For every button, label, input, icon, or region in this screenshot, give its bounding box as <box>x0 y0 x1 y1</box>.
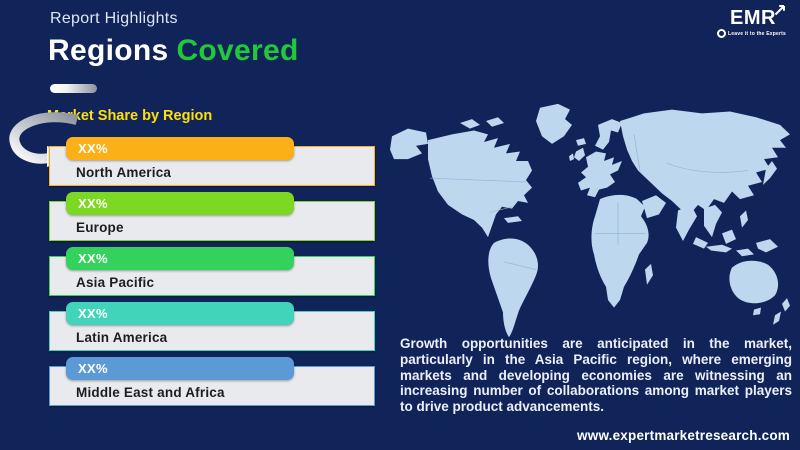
insight-paragraph: Growth opportunities are anticipated in … <box>400 336 792 415</box>
share-bar: XX% <box>66 247 294 270</box>
map-uk <box>574 147 585 162</box>
market-share-list: XX% North America XX% Europe XX% Asia Pa… <box>49 137 375 412</box>
map-alaska <box>390 128 428 160</box>
map-asia <box>620 109 790 215</box>
emr-logo-wordmark: EMR <box>717 5 786 29</box>
page-title-white: Regions <box>48 34 169 67</box>
region-row-north-america: XX% North America <box>49 137 375 186</box>
title-underline <box>50 84 97 93</box>
map-japan <box>763 161 777 185</box>
map-south-america <box>488 238 538 338</box>
region-row-middle-east-africa: XX% Middle East and Africa <box>49 357 375 406</box>
map-tasmania <box>753 307 761 316</box>
map-korea <box>750 172 758 184</box>
share-bar: XX% <box>66 137 294 160</box>
map-scandinavia <box>595 119 622 150</box>
share-bar: XX% <box>66 192 294 215</box>
share-bar: XX% <box>66 302 294 325</box>
region-row-latin-america: XX% Latin America <box>49 302 375 351</box>
map-africa <box>591 194 649 308</box>
map-cuba <box>504 216 522 223</box>
map-europe <box>578 151 622 198</box>
region-label: Latin America <box>76 330 168 345</box>
region-label: North America <box>76 165 172 180</box>
share-bar: XX% <box>66 357 294 380</box>
map-iceland <box>576 138 586 146</box>
map-country-borders <box>429 134 749 270</box>
up-right-arrow-icon <box>774 5 785 16</box>
logo-ring-icon <box>717 29 727 38</box>
map-india <box>676 204 697 241</box>
map-madagascar <box>645 263 653 285</box>
region-label: Europe <box>76 220 124 235</box>
share-value: XX% <box>78 251 108 266</box>
map-greenland <box>536 103 572 144</box>
page-title-green: Covered <box>176 34 299 67</box>
page-title: Regions Covered <box>48 34 299 68</box>
map-ireland <box>569 153 574 162</box>
chart-heading: Market Share by Region <box>47 108 213 124</box>
region-row-europe: XX% Europe <box>49 192 375 241</box>
share-value: XX% <box>78 361 108 376</box>
emr-logo-tagline: Leave it to the Experts <box>717 29 786 38</box>
map-new-zealand <box>782 298 790 312</box>
world-map <box>390 103 790 338</box>
website-link[interactable]: www.expertmarketresearch.com <box>577 428 790 443</box>
share-value: XX% <box>78 196 108 211</box>
map-philippines <box>740 210 748 228</box>
map-new-guinea <box>756 239 778 253</box>
logo-tagline-text: Leave it to the Experts <box>728 30 786 37</box>
region-row-asia-pacific: XX% Asia Pacific <box>49 247 375 296</box>
map-se-asia <box>704 204 722 238</box>
region-label: Asia Pacific <box>76 275 155 290</box>
emr-logo: EMR Leave it to the Experts <box>717 5 786 38</box>
share-value: XX% <box>78 141 108 156</box>
map-north-america <box>428 130 532 238</box>
region-label: Middle East and Africa <box>76 385 225 400</box>
map-australia <box>729 260 779 304</box>
share-value: XX% <box>78 306 108 321</box>
emr-logo-text: EMR <box>730 7 776 29</box>
map-arabia <box>642 195 666 219</box>
eyebrow-title: Report Highlights <box>50 10 178 27</box>
